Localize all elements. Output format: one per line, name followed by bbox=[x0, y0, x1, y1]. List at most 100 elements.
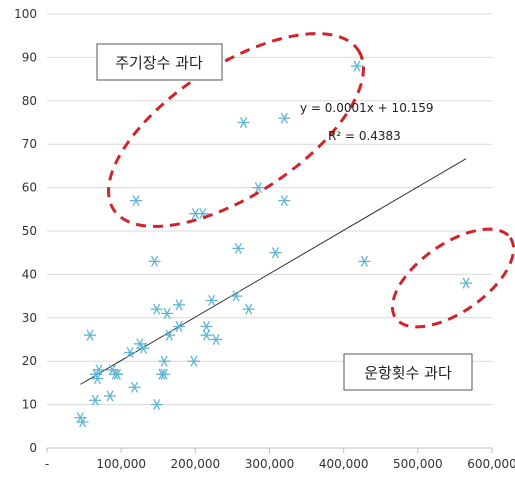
point-stroke bbox=[113, 368, 122, 380]
data-point bbox=[351, 60, 364, 72]
annotation-box-top: 주기장수 과다 bbox=[96, 43, 223, 81]
data-point bbox=[148, 255, 161, 267]
point-stroke bbox=[126, 346, 134, 359]
annotation-box-bottom: 운항횟수 과다 bbox=[343, 353, 473, 391]
data-point bbox=[200, 329, 213, 341]
data-point bbox=[205, 294, 218, 306]
points-layer bbox=[74, 60, 473, 428]
point-stroke bbox=[79, 416, 87, 428]
data-point bbox=[133, 338, 146, 350]
data-point bbox=[460, 277, 473, 289]
data-point bbox=[91, 373, 104, 385]
x-tick-label: 400,000 bbox=[319, 457, 369, 471]
highlight-ellipse-right bbox=[390, 227, 515, 329]
data-point bbox=[269, 247, 282, 259]
trendline-layer bbox=[80, 158, 467, 385]
point-stroke bbox=[163, 307, 171, 320]
data-point bbox=[200, 320, 213, 333]
y-tick-label: 80 bbox=[22, 94, 37, 108]
data-point bbox=[278, 195, 291, 207]
y-tick-label: 0 bbox=[29, 441, 37, 455]
y-tick-label: 100 bbox=[14, 7, 37, 21]
point-stroke bbox=[91, 394, 99, 406]
data-point bbox=[158, 368, 171, 380]
point-stroke bbox=[160, 368, 168, 380]
axis-layer: 0 10 20 30 40 50 60 70 80 90 100 - 100,000 200,000 300… bbox=[14, 7, 515, 471]
point-stroke bbox=[93, 373, 101, 385]
point-stroke bbox=[130, 381, 139, 393]
point-stroke bbox=[191, 208, 199, 220]
data-point bbox=[187, 355, 200, 367]
point-stroke bbox=[95, 364, 103, 376]
point-stroke bbox=[199, 208, 207, 220]
data-point bbox=[76, 416, 89, 428]
y-tick-label: 60 bbox=[22, 181, 37, 195]
point-stroke bbox=[153, 399, 161, 411]
data-point bbox=[163, 329, 176, 341]
annotation-label-top: 주기장수 과다 bbox=[115, 54, 203, 72]
x-tick-label: 300,000 bbox=[245, 457, 295, 471]
point-stroke bbox=[190, 355, 198, 367]
point-stroke bbox=[232, 290, 240, 302]
data-point bbox=[158, 355, 171, 367]
point-stroke bbox=[208, 294, 216, 306]
point-stroke bbox=[280, 112, 288, 124]
point-stroke bbox=[175, 320, 183, 333]
y-tick-label: 90 bbox=[22, 50, 37, 64]
point-stroke bbox=[353, 60, 361, 72]
data-point bbox=[111, 368, 124, 380]
trendline-equation: y = 0.0001x + 10.159 bbox=[300, 101, 434, 115]
y-tick-label: 20 bbox=[22, 354, 37, 368]
point-stroke bbox=[150, 255, 159, 267]
data-point bbox=[161, 307, 174, 320]
data-point bbox=[237, 116, 250, 129]
x-tick-label: 600,000 bbox=[467, 457, 515, 471]
data-point bbox=[173, 299, 186, 311]
y-tick-label: 40 bbox=[22, 267, 37, 281]
data-point bbox=[173, 320, 186, 333]
data-point bbox=[278, 112, 291, 124]
point-stroke bbox=[271, 247, 279, 259]
point-stroke bbox=[153, 303, 161, 315]
point-stroke bbox=[136, 338, 144, 350]
point-stroke bbox=[160, 355, 168, 367]
data-point bbox=[150, 303, 163, 315]
data-point bbox=[124, 346, 137, 359]
point-stroke bbox=[202, 320, 211, 333]
r-squared-label: R² = 0.4383 bbox=[328, 129, 401, 143]
point-stroke bbox=[280, 195, 288, 207]
point-stroke bbox=[239, 116, 248, 129]
point-stroke bbox=[106, 390, 114, 402]
annotation-label-bottom: 운항횟수 과다 bbox=[364, 364, 452, 382]
point-stroke bbox=[139, 342, 147, 354]
data-point bbox=[230, 290, 243, 302]
data-point bbox=[242, 303, 255, 315]
data-point bbox=[104, 390, 117, 402]
data-point bbox=[130, 195, 142, 207]
data-point bbox=[128, 381, 141, 393]
data-point bbox=[89, 394, 102, 406]
x-tick-label: 500,000 bbox=[393, 457, 443, 471]
point-stroke bbox=[175, 299, 183, 311]
point-stroke bbox=[234, 242, 242, 254]
point-stroke bbox=[462, 277, 470, 289]
grid-layer bbox=[47, 13, 492, 406]
data-point bbox=[232, 242, 245, 254]
data-point bbox=[210, 333, 223, 346]
point-stroke bbox=[202, 329, 211, 341]
point-stroke bbox=[212, 333, 220, 346]
point-stroke bbox=[245, 303, 253, 315]
data-point bbox=[84, 329, 97, 341]
data-point bbox=[358, 255, 371, 267]
point-stroke bbox=[132, 195, 140, 207]
data-point bbox=[252, 182, 265, 194]
y-tick-label: 70 bbox=[22, 137, 37, 151]
point-stroke bbox=[360, 255, 368, 267]
y-tick-label: 30 bbox=[22, 311, 37, 325]
point-stroke bbox=[86, 329, 94, 341]
y-tick-label: 10 bbox=[22, 398, 37, 412]
x-tick-label: 200,000 bbox=[171, 457, 221, 471]
data-point bbox=[137, 342, 150, 354]
